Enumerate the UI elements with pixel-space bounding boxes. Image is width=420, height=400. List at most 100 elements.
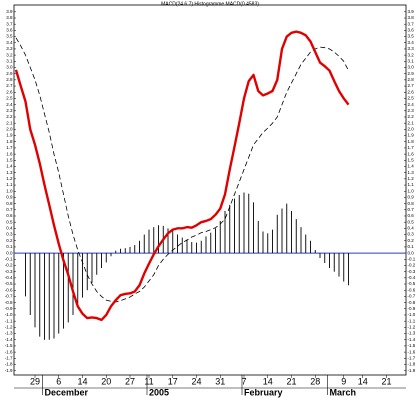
- y-tick-label-right: 2.5: [408, 96, 415, 101]
- y-tick-label: 1.8: [6, 139, 13, 144]
- y-tick-label: 2.7: [6, 83, 13, 88]
- y-tick-label: 0.4: [6, 226, 13, 231]
- y-tick-label-right: -1.9: [408, 368, 416, 373]
- y-tick-label: -1.9: [5, 368, 13, 373]
- x-tick-label: 14: [77, 376, 87, 386]
- y-tick-label: 1.1: [6, 182, 13, 187]
- y-tick-label: -0.9: [5, 306, 13, 311]
- y-tick-label-right: -0.2: [408, 263, 416, 268]
- period-label: December: [45, 387, 89, 397]
- y-tick-label-right: -0.1: [408, 256, 416, 261]
- y-tick-label: -1.4: [5, 337, 13, 342]
- y-tick-label-right: 0.0: [408, 250, 415, 255]
- y-tick-label-right: 1.7: [408, 145, 415, 150]
- y-tick-label: 2.1: [6, 120, 13, 125]
- y-tick-label: -1.2: [5, 325, 13, 330]
- y-tick-label-right: -1.2: [408, 325, 416, 330]
- y-tick-label-right: 2.7: [408, 83, 415, 88]
- y-tick-label: 1.0: [6, 188, 13, 193]
- y-tick-label-right: -1.8: [408, 362, 416, 367]
- plot-frame: [13, 4, 407, 376]
- y-tick-label-right: -1.5: [408, 343, 416, 348]
- y-tick-label-right: -1.4: [408, 337, 416, 342]
- x-tick-label: 17: [168, 376, 178, 386]
- y-tick-label-right: 1.6: [408, 151, 415, 156]
- y-tick-label: 0.1: [6, 244, 13, 249]
- y-tick-label: 3.4: [6, 40, 13, 45]
- y-tick-label-right: 1.0: [408, 188, 415, 193]
- y-tick-label: 3.3: [6, 46, 13, 51]
- y-tick-label: -1.5: [5, 343, 13, 348]
- y-tick-label-right: 3.1: [408, 58, 415, 63]
- y-tick-label-right: 3.8: [408, 15, 415, 20]
- y-tick-label-right: 0.3: [408, 232, 415, 237]
- x-tick-label: 28: [310, 376, 320, 386]
- period-label: March: [330, 387, 357, 397]
- x-tick-label: 31: [215, 376, 225, 386]
- y-tick-label: -1.0: [5, 312, 13, 317]
- x-tick-label: 24: [191, 376, 201, 386]
- y-tick-label: -1.7: [5, 355, 13, 360]
- y-tick-label: 1.5: [6, 157, 13, 162]
- x-tick-label: 21: [286, 376, 296, 386]
- y-tick-label-right: 2.8: [408, 77, 415, 82]
- y-tick-label-right: 2.2: [408, 114, 415, 119]
- y-tick-label-right: 1.4: [408, 164, 415, 169]
- y-tick-label-right: -0.3: [408, 269, 416, 274]
- y-tick-label: 2.2: [6, 114, 13, 119]
- y-tick-label: -1.1: [5, 318, 13, 323]
- y-tick-label: 1.3: [6, 170, 13, 175]
- period-label: 2005: [149, 387, 169, 397]
- x-tick-label: 27: [125, 376, 135, 386]
- y-tick-label: 2.3: [6, 108, 13, 113]
- y-tick-label-right: -1.3: [408, 331, 416, 336]
- y-tick-label-right: 0.2: [408, 238, 415, 243]
- y-tick-label-right: 2.1: [408, 120, 415, 125]
- y-tick-label-right: 3.4: [408, 40, 415, 45]
- y-tick-label: 1.7: [6, 145, 13, 150]
- y-tick-label-right: -1.7: [408, 355, 416, 360]
- y-tick-label-right: 3.9: [408, 9, 415, 14]
- y-tick-label-right: -0.4: [408, 275, 416, 280]
- y-tick-label: 3.9: [6, 9, 13, 14]
- y-tick-label: 3.5: [6, 34, 13, 39]
- y-tick-label: -0.8: [5, 300, 13, 305]
- y-tick-label-right: 2.6: [408, 89, 415, 94]
- y-tick-label-right: 3.3: [408, 46, 415, 51]
- y-tick-label-right: 2.4: [408, 102, 415, 107]
- y-tick-label: -1.8: [5, 362, 13, 367]
- y-tick-label-right: 3.6: [408, 28, 415, 33]
- y-tick-label-right: -0.9: [408, 306, 416, 311]
- y-tick-label-right: -0.7: [408, 294, 416, 299]
- y-tick-label: -0.6: [5, 287, 13, 292]
- y-tick-label: 2.0: [6, 127, 13, 132]
- y-tick-label: 0.0: [6, 250, 13, 255]
- x-tick-label: 11: [144, 376, 153, 386]
- x-tick-label: 6: [56, 376, 61, 386]
- y-tick-label: 1.9: [6, 133, 13, 138]
- y-tick-label: 2.8: [6, 77, 13, 82]
- y-tick-label: -0.5: [5, 281, 13, 286]
- signal-line: [15, 37, 349, 303]
- y-tick-label: 1.2: [6, 176, 13, 181]
- x-tick-label: 14: [263, 376, 273, 386]
- y-tick-label-right: 3.5: [408, 34, 415, 39]
- y-tick-label: 3.2: [6, 52, 13, 57]
- y-tick-label: 3.1: [6, 58, 13, 63]
- period-label: February: [244, 387, 283, 397]
- y-tick-label: 3.8: [6, 15, 13, 20]
- y-tick-label-right: 0.9: [408, 195, 415, 200]
- y-tick-label: 3.6: [6, 28, 13, 33]
- y-tick-label-right: 2.0: [408, 127, 415, 132]
- y-tick-label-right: -1.1: [408, 318, 416, 323]
- y-tick-label: 1.6: [6, 151, 13, 156]
- y-tick-label: -0.7: [5, 294, 13, 299]
- y-tick-label-right: 1.8: [408, 139, 415, 144]
- y-tick-label: -0.1: [5, 256, 13, 261]
- y-tick-label-right: 2.3: [408, 108, 415, 113]
- y-tick-label-right: 3.7: [408, 21, 415, 26]
- y-tick-label: 2.6: [6, 89, 13, 94]
- y-tick-label-right: -1.6: [408, 349, 416, 354]
